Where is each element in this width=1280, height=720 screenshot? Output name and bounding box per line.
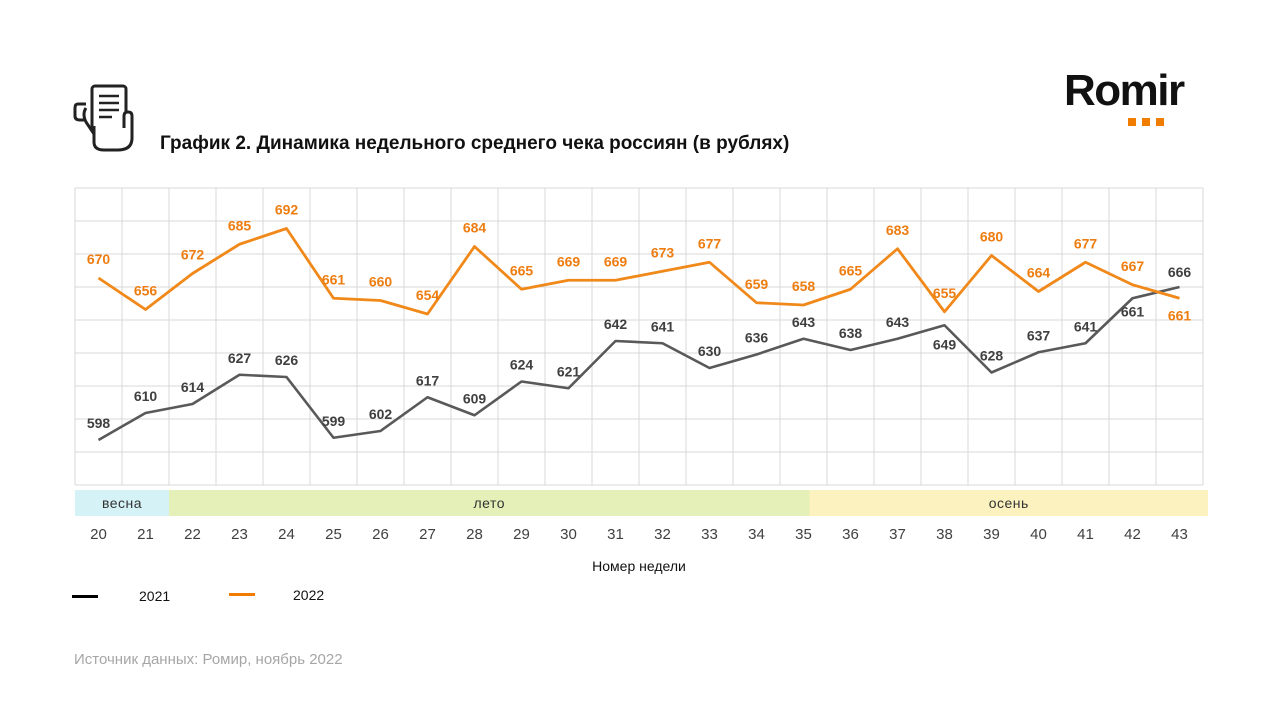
data-label-2021: 630 [698, 343, 722, 359]
data-label-2022: 654 [416, 287, 440, 303]
data-label-2022: 672 [181, 247, 205, 263]
data-label-2021: 599 [322, 413, 346, 429]
data-label-2021: 641 [651, 318, 675, 334]
data-labels: 598 610 614 627 626 599 602 617 609 624 621 642 641 6… [87, 202, 1192, 432]
data-label-2022: 656 [134, 283, 158, 299]
data-label-2021: 643 [792, 314, 816, 330]
x-tick-label: 36 [842, 526, 859, 543]
data-label-2022: 670 [87, 251, 111, 267]
season-1 [169, 490, 810, 516]
x-tick-label: 25 [325, 526, 342, 543]
data-label-2021: 627 [228, 350, 252, 366]
season-label: осень [989, 495, 1029, 511]
data-label-2022: 677 [698, 235, 722, 251]
data-label-2021: 637 [1027, 327, 1051, 343]
x-tick-label: 21 [137, 526, 154, 543]
data-label-2022: 667 [1121, 258, 1145, 274]
data-label-2022: 658 [792, 278, 816, 294]
x-tick-label: 39 [983, 526, 1000, 543]
data-label-2022: 660 [369, 274, 393, 290]
series-line-2022 [97, 227, 1180, 316]
data-label-2021: 602 [369, 406, 393, 422]
x-tick-label: 29 [513, 526, 530, 543]
data-label-2021: 598 [87, 415, 111, 431]
data-source: Источник данных: Ромир, ноябрь 2022 [74, 651, 343, 668]
season-label: лето [473, 495, 505, 511]
x-tick-label: 37 [889, 526, 906, 543]
data-label-2022: 655 [933, 285, 957, 301]
x-tick-label: 32 [654, 526, 671, 543]
data-label-2021: 626 [275, 352, 299, 368]
x-tick-label: 41 [1077, 526, 1094, 543]
data-label-2021: 636 [745, 330, 769, 346]
x-tick-label: 31 [607, 526, 624, 543]
logo-dots [1128, 113, 1170, 131]
x-tick-label: 43 [1171, 526, 1188, 543]
data-label-2022: 665 [839, 262, 863, 278]
x-tick-label: 23 [231, 526, 248, 543]
data-label-2021: 614 [181, 379, 205, 395]
legend-label-2022: 2022 [293, 587, 325, 603]
data-label-2022: 673 [651, 244, 675, 260]
receipt-hand-icon [73, 84, 134, 152]
data-label-2021: 661 [1121, 303, 1145, 319]
x-tick-label: 30 [560, 526, 577, 543]
series-line-2021 [97, 285, 1180, 442]
romir-logo: Romir [1064, 66, 1185, 115]
data-label-2021: 666 [1168, 264, 1192, 280]
data-label-2021: 643 [886, 314, 910, 330]
data-label-2022: 664 [1027, 265, 1051, 281]
data-label-2021: 649 [933, 336, 957, 352]
data-label-2022: 665 [510, 262, 534, 278]
data-label-2022: 683 [886, 222, 910, 238]
x-tick-label: 22 [184, 526, 201, 543]
data-label-2021: 609 [463, 390, 487, 406]
data-label-2022: 692 [275, 202, 299, 218]
data-label-2022: 659 [745, 276, 769, 292]
line-chart: весна лето осень 598 610 614 627 626 599 602 617 6… [74, 187, 1208, 574]
data-label-2021: 617 [416, 372, 440, 388]
data-label-2021: 638 [839, 325, 863, 341]
data-label-2021: 621 [557, 363, 581, 379]
data-label-2021: 641 [1074, 318, 1098, 334]
season-0 [75, 490, 169, 516]
data-label-2022: 669 [557, 253, 581, 269]
data-label-2021: 624 [510, 357, 534, 373]
season-label: весна [102, 495, 142, 511]
series-lines [97, 227, 1180, 442]
season-2 [809, 490, 1208, 516]
x-tick-label: 26 [372, 526, 389, 543]
data-label-2021: 642 [604, 316, 628, 332]
chart-grid [74, 187, 1204, 486]
data-label-2022: 661 [322, 271, 346, 287]
legend-line-2021 [72, 595, 98, 598]
x-axis-label: Номер недели [592, 558, 686, 574]
data-label-2022: 669 [604, 253, 628, 269]
data-label-2022: 661 [1168, 307, 1192, 323]
x-tick-label: 40 [1030, 526, 1047, 543]
x-tick-label: 28 [466, 526, 483, 543]
x-tick-label: 33 [701, 526, 718, 543]
x-tick-label: 34 [748, 526, 765, 543]
x-tick-label: 38 [936, 526, 953, 543]
x-tick-label: 35 [795, 526, 812, 543]
data-label-2022: 677 [1074, 235, 1098, 251]
legend-label-2021: 2021 [139, 588, 171, 604]
x-tick-label: 24 [278, 526, 295, 543]
chart-title: График 2. Динамика недельного среднего ч… [160, 133, 790, 154]
data-label-2021: 610 [134, 388, 158, 404]
legend-line-2022 [229, 593, 255, 596]
data-label-2022: 684 [463, 220, 487, 236]
x-tick-label: 27 [419, 526, 436, 543]
x-axis-ticks: 20 21 22 23 24 25 26 27 28 29 30 31 32 33 34 35 36 37 38 39… [90, 526, 1188, 543]
data-label-2022: 680 [980, 229, 1004, 245]
data-label-2021: 628 [980, 348, 1004, 364]
x-tick-label: 20 [90, 526, 107, 543]
x-tick-label: 42 [1124, 526, 1141, 543]
season-band: весна лето осень [75, 490, 1208, 516]
data-label-2022: 685 [228, 217, 252, 233]
